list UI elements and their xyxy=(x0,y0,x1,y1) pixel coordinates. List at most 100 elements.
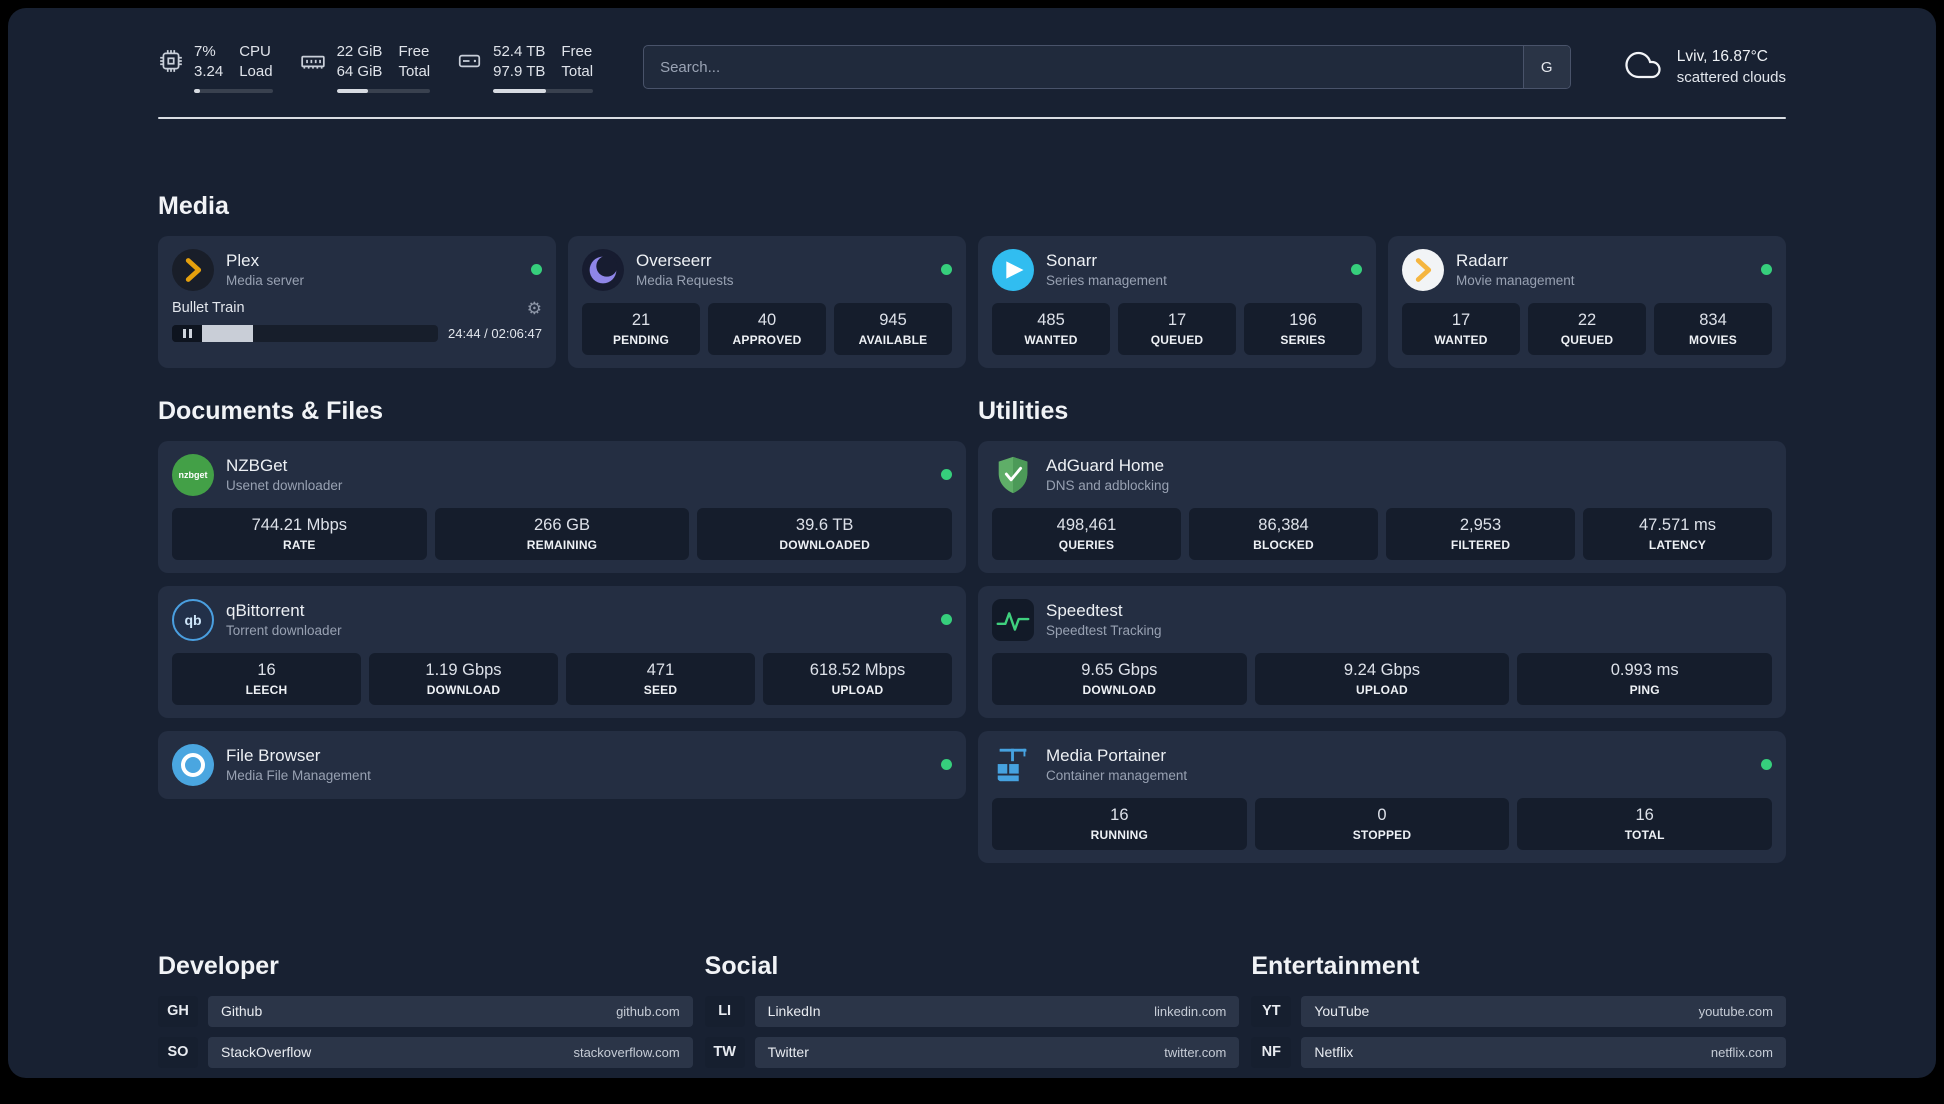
app-name: qBittorrent xyxy=(226,601,305,620)
bookmark-url: netflix.com xyxy=(1710,1044,1773,1060)
top-bar: 7% 3.24 CPU Load xyxy=(158,42,1786,93)
stat-available: 945 AVAILABLE xyxy=(834,302,952,355)
app-card-qbittorrent[interactable]: qb qBittorrent Torrent downloader 16 LEE… xyxy=(158,585,966,718)
bookmark-url: stackoverflow.com xyxy=(573,1044,680,1060)
utilities-column: Utilities AdGuard Home xyxy=(978,396,1786,863)
filebrowser-ring-glyph xyxy=(181,752,205,777)
bookmark-abbr: SO xyxy=(158,1036,198,1068)
stat-value: 17 xyxy=(1451,310,1471,329)
app-name: Overseerr xyxy=(636,251,712,270)
stat-queries: 498,461 QUERIES xyxy=(992,507,1181,560)
bookmark-name: Twitter xyxy=(767,1044,809,1060)
bookmark-github[interactable]: GH Github github.com xyxy=(158,995,693,1027)
bookmark-group-social: Social LI LinkedIn linkedin.com TW Twitt… xyxy=(704,951,1240,1068)
bookmark-abbr: LI xyxy=(704,995,745,1027)
bookmark-youtube[interactable]: YT YouTube youtube.com xyxy=(1251,995,1786,1027)
playback-progressbar[interactable] xyxy=(172,324,439,342)
stat-value: 2,953 xyxy=(1459,515,1502,534)
app-card-plex[interactable]: Plex Media server Bullet Train ⚙ xyxy=(158,235,556,368)
plex-now-playing: Bullet Train ⚙ 24:44 / 02:06:47 xyxy=(172,300,542,342)
app-name: Radarr xyxy=(1456,251,1508,270)
qbittorrent-icon: qb xyxy=(172,598,214,641)
stat-download: 1.19 Gbps DOWNLOAD xyxy=(369,652,558,705)
app-name: AdGuard Home xyxy=(1046,456,1165,475)
app-card-speedtest[interactable]: Speedtest Speedtest Tracking 9.65 Gbps D… xyxy=(978,585,1786,718)
stat-value: 39.6 TB xyxy=(795,515,854,534)
bookmark-linkedin[interactable]: LI LinkedIn linkedin.com xyxy=(704,995,1240,1027)
now-playing-title: Bullet Train xyxy=(172,300,245,316)
stat-value: 834 xyxy=(1699,310,1727,329)
stat-label: WANTED xyxy=(1434,332,1488,347)
status-dot-online xyxy=(531,264,542,275)
stat-value: 1.19 Gbps xyxy=(425,660,502,679)
app-card-overseerr[interactable]: Overseerr Media Requests 21 PENDING 40 A… xyxy=(568,235,966,368)
stat-label: DOWNLOADED xyxy=(779,537,870,552)
bookmark-stackoverflow[interactable]: SO StackOverflow stackoverflow.com xyxy=(158,1036,693,1068)
stat-queued: 22 QUEUED xyxy=(1528,302,1646,355)
ram-total-value: 64 GiB xyxy=(336,63,383,81)
stat-rate: 744.21 Mbps RATE xyxy=(172,507,427,560)
app-desc: Usenet downloader xyxy=(226,478,343,493)
stat-label: SEED xyxy=(643,682,678,697)
bookmark-url: youtube.com xyxy=(1698,1003,1773,1019)
app-name: Plex xyxy=(226,251,260,270)
app-card-radarr[interactable]: Radarr Movie management 17 WANTED 22 QUE… xyxy=(1388,235,1786,368)
app-name: Media Portainer xyxy=(1046,746,1167,765)
disk-label-2: Total xyxy=(561,63,594,81)
search-engine-button[interactable]: G xyxy=(1522,46,1570,89)
bookmark-twitter[interactable]: TW Twitter twitter.com xyxy=(704,1036,1240,1068)
search-input[interactable] xyxy=(644,46,1523,89)
app-desc: Media Requests xyxy=(636,273,734,288)
status-dot-online xyxy=(1351,264,1362,275)
cloud-icon xyxy=(1621,47,1665,88)
stat-label: MOVIES xyxy=(1689,332,1737,347)
ram-metric: 22 GiB 64 GiB Free Total xyxy=(299,42,431,93)
stat-total: 16 TOTAL xyxy=(1517,797,1772,850)
stat-label: QUEUED xyxy=(1560,332,1614,347)
qbittorrent-icon-text: qb xyxy=(184,611,202,628)
app-card-portainer[interactable]: Media Portainer Container management 16 … xyxy=(978,730,1786,863)
app-desc: Speedtest Tracking xyxy=(1046,623,1162,638)
overseerr-icon xyxy=(582,248,624,291)
stat-label: SERIES xyxy=(1280,332,1326,347)
stat-running: 16 RUNNING xyxy=(992,797,1247,850)
status-dot-online xyxy=(1761,759,1772,770)
section-title-social: Social xyxy=(704,951,779,980)
bookmark-abbr: YT xyxy=(1251,995,1292,1027)
bookmark-url: github.com xyxy=(616,1003,680,1019)
stat-value: 0.993 ms xyxy=(1610,660,1679,679)
stat-label: RATE xyxy=(283,537,316,552)
stat-value: 618.52 Mbps xyxy=(809,660,906,679)
bookmark-name: LinkedIn xyxy=(767,1003,821,1019)
bookmark-url: linkedin.com xyxy=(1154,1003,1227,1019)
bookmark-reddit[interactable]: RE Reddit reddit.com xyxy=(1251,1077,1786,1078)
playback-time: 24:44 / 02:06:47 xyxy=(448,325,542,341)
stat-seed: 471 SEED xyxy=(566,652,755,705)
nzbget-icon-text: nzbget xyxy=(178,469,208,480)
gear-icon[interactable]: ⚙ xyxy=(526,298,542,318)
pause-button[interactable] xyxy=(172,324,202,342)
ram-progress-fill xyxy=(336,88,369,93)
app-card-sonarr[interactable]: Sonarr Series management 485 WANTED 17 Q… xyxy=(978,235,1376,368)
app-desc: Media File Management xyxy=(226,768,371,783)
bookmark-name: StackOverflow xyxy=(221,1044,312,1060)
filebrowser-icon xyxy=(172,743,214,786)
bookmark-netflix[interactable]: NF Netflix netflix.com xyxy=(1251,1036,1786,1068)
cpu-chip-icon xyxy=(158,48,184,79)
app-desc: Container management xyxy=(1046,768,1188,783)
app-card-adguard[interactable]: AdGuard Home DNS and adblocking 498,461 … xyxy=(978,440,1786,573)
bookmark-dev[interactable]: DT DEV dev.to xyxy=(158,1077,693,1078)
app-card-nzbget[interactable]: nzbget NZBGet Usenet downloader 744.21 M… xyxy=(158,440,966,573)
bookmark-url: twitter.com xyxy=(1164,1044,1227,1060)
stat-download: 9.65 Gbps DOWNLOAD xyxy=(992,652,1247,705)
stat-value: 945 xyxy=(879,310,907,329)
stat-filtered: 2,953 FILTERED xyxy=(1386,507,1575,560)
app-card-filebrowser[interactable]: File Browser Media File Management xyxy=(158,730,966,799)
stat-label: APPROVED xyxy=(732,332,802,347)
bookmark-abbr: RE xyxy=(1251,1077,1292,1078)
search-bar: G xyxy=(643,45,1571,90)
stat-approved: 40 APPROVED xyxy=(708,302,826,355)
stat-stopped: 0 STOPPED xyxy=(1254,797,1510,850)
disk-progressbar xyxy=(493,88,594,93)
stat-value: 9.65 Gbps xyxy=(1081,660,1158,679)
